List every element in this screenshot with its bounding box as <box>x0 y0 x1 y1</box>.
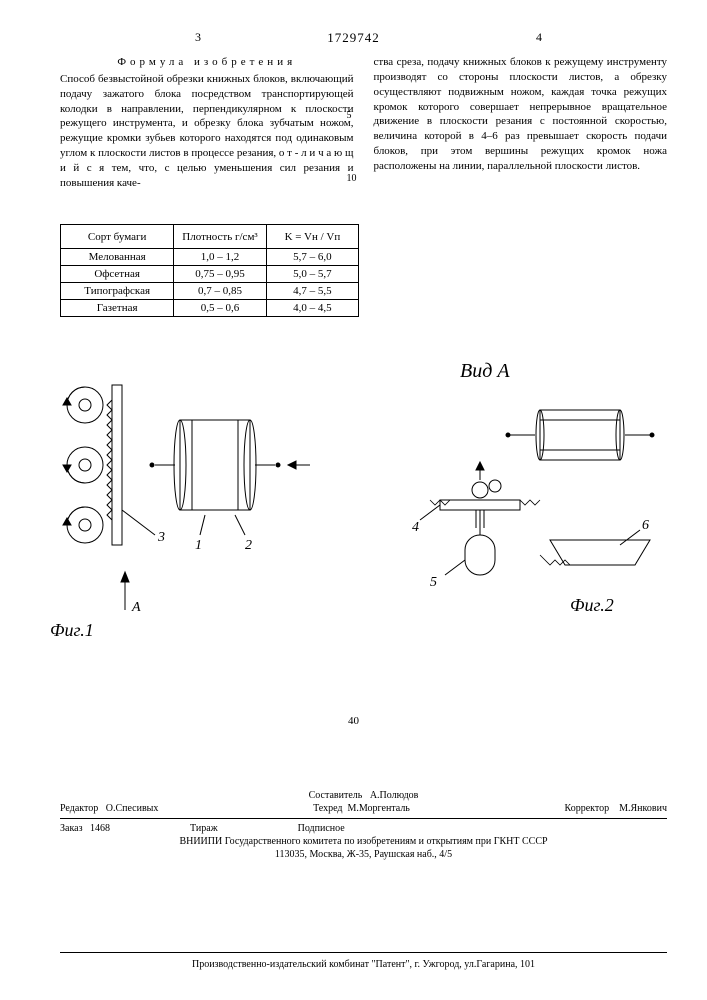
ref-A: A <box>132 600 141 616</box>
fig1-label: Фиг.1 <box>50 620 94 641</box>
fig2-label: Фиг.2 <box>570 595 614 616</box>
tirazh: Тираж <box>190 823 218 834</box>
table-row: Мелованная 1,0 – 1,2 5,7 – 6,0 <box>61 249 359 266</box>
col-header-k: K = Vн / Vп <box>266 225 358 249</box>
cell: 0,75 – 0,95 <box>174 266 266 283</box>
table-row: Офсетная 0,75 – 0,95 5,0 – 5,7 <box>61 266 359 283</box>
tehred: М.Моргенталь <box>348 803 410 814</box>
figures-area: 3 1 2 A Фиг.1 Вид А <box>50 360 667 670</box>
editor: О.Спесивых <box>106 803 159 814</box>
bottom-publisher: Производственно-издательский комбинат "П… <box>60 952 667 970</box>
cell: 5,0 – 5,7 <box>266 266 358 283</box>
colophon: Составитель А.Полюдов Редактор О.Спесивы… <box>60 790 667 860</box>
left-col-body: Способ безвыстойной обрезки книжных блок… <box>60 73 354 189</box>
divider <box>60 818 667 819</box>
ref-6: 6 <box>642 518 649 534</box>
cell: Мелованная <box>61 249 174 266</box>
ref-4: 4 <box>412 520 419 536</box>
document-number: 1729742 <box>327 30 380 46</box>
compiler: А.Полюдов <box>370 790 419 801</box>
cell: 1,0 – 1,2 <box>174 249 266 266</box>
right-column: ства среза, подачу книжных блоков к режу… <box>374 55 668 191</box>
formula-title: Формула изобретения <box>60 55 354 70</box>
ref-2: 2 <box>245 538 252 554</box>
col-header-sort: Сорт бумаги <box>61 225 174 249</box>
cell: 0,5 – 0,6 <box>174 300 266 317</box>
tehred-label: Техред <box>313 803 342 814</box>
table-row: Типографская 0,7 – 0,85 4,7 – 5,5 <box>61 283 359 300</box>
table-row: Газетная 0,5 – 0,6 4,0 – 4,5 <box>61 300 359 317</box>
text-columns: Формула изобретения Способ безвыстойной … <box>60 55 667 191</box>
line-marker-10: 10 <box>347 173 357 184</box>
center-40: 40 <box>348 715 359 727</box>
cell: Офсетная <box>61 266 174 283</box>
right-col-body: ства среза, подачу книжных блоков к режу… <box>374 56 668 172</box>
col-header-density: Плотность г/см³ <box>174 225 266 249</box>
cell: Газетная <box>61 300 174 317</box>
cell: 0,7 – 0,85 <box>174 283 266 300</box>
cell: 5,7 – 6,0 <box>266 249 358 266</box>
page-number-right: 4 <box>536 30 542 45</box>
address: 113035, Москва, Ж-35, Раушская наб., 4/5 <box>60 849 667 860</box>
cell: 4,7 – 5,5 <box>266 283 358 300</box>
ref-5: 5 <box>430 575 437 591</box>
paper-density-table: Сорт бумаги Плотность г/см³ K = Vн / Vп … <box>60 224 359 317</box>
corrector: М.Янкович <box>619 803 667 814</box>
editor-label: Редактор <box>60 803 98 814</box>
org: ВНИИПИ Государственного комитета по изоб… <box>60 836 667 847</box>
vid-a-label: Вид А <box>460 360 510 383</box>
figure-2 <box>390 390 670 650</box>
figure-1 <box>50 360 330 640</box>
corrector-label: Корректор <box>565 803 610 814</box>
order-label: Заказ <box>60 823 83 834</box>
page-number-left: 3 <box>195 30 201 45</box>
podpis: Подписное <box>298 823 345 834</box>
left-column: Формула изобретения Способ безвыстойной … <box>60 55 354 191</box>
ref-1: 1 <box>195 538 202 554</box>
table-header-row: Сорт бумаги Плотность г/см³ K = Vн / Vп <box>61 225 359 249</box>
compiler-label: Составитель <box>309 790 363 801</box>
order: 1468 <box>90 823 110 834</box>
ref-3: 3 <box>158 530 165 546</box>
cell: 4,0 – 4,5 <box>266 300 358 317</box>
line-marker-5: 5 <box>347 110 352 121</box>
cell: Типографская <box>61 283 174 300</box>
